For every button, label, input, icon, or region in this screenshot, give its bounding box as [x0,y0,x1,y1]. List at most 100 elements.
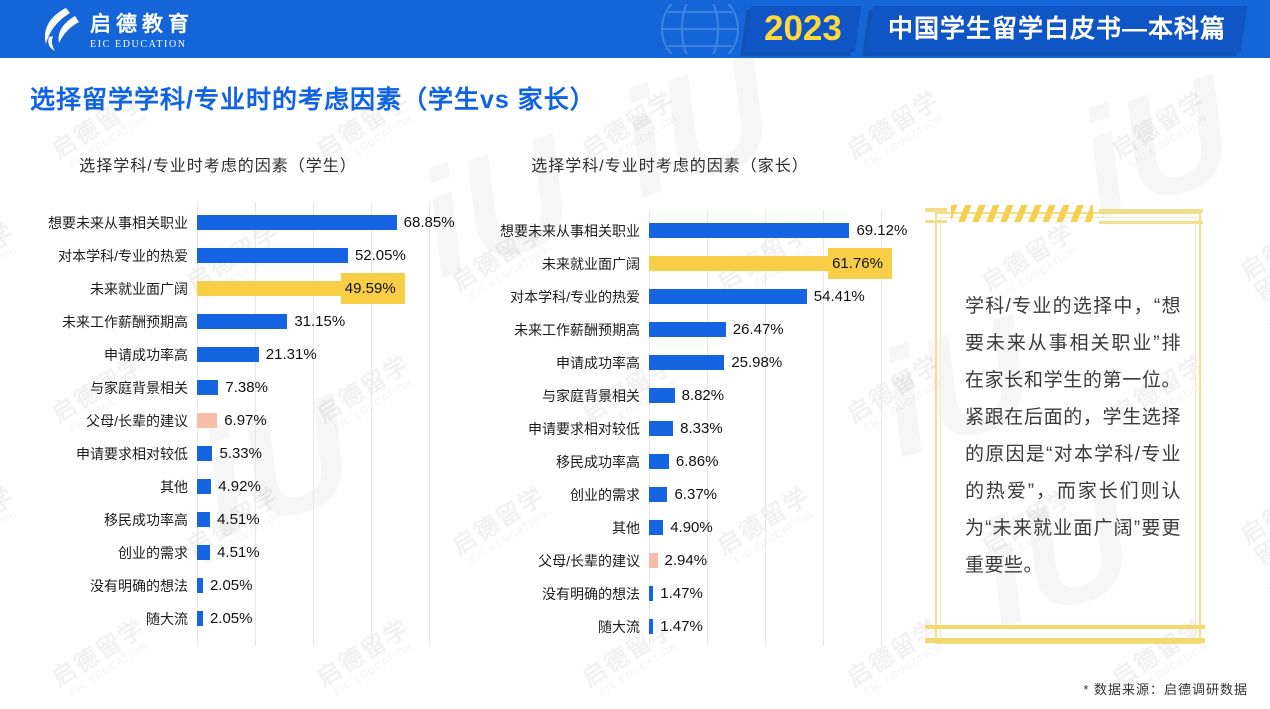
value-label: 54.41% [813,288,865,305]
report-title-badge: 中国学生留学白皮书—本科篇 [866,6,1248,52]
chart-rows: 想要未来从事相关职业 69.12% 未来就业面广阔 61.76% 对本学科/专业的热爱 5… [470,214,920,643]
chart-row: 未来工作薪酬预期高 26.47% [470,313,920,346]
chart-gridlines [649,210,882,646]
chart-students: 选择学科/专业时考虑的因素（学生） 想要未来从事相关职业 68.85% 对本学科/专… [18,152,468,646]
chart-title-parents: 选择学科/专业时考虑的因素（家长） [531,158,809,175]
bar [197,413,218,428]
bar [197,314,288,329]
category-label: 随大流 [598,618,640,635]
value-label: 4.51% [217,544,260,561]
bar [649,553,658,568]
panel-left-lines-decoration [925,208,947,223]
bar [197,479,212,494]
category-label: 其他 [612,519,640,536]
value-label: 4.92% [218,478,261,495]
bar [197,281,341,296]
value-label: 8.82% [681,387,725,404]
bar [197,611,203,626]
eic-logo-icon [44,8,79,51]
chart-title-students: 选择学科/专业时考虑的因素（学生） [79,158,357,175]
chart-row: 移民成功率高 4.51% [18,503,468,536]
chart-row: 创业的需求 4.51% [18,536,468,569]
value-label: 4.51% [217,511,260,528]
category-label: 没有明确的想法 [90,577,188,594]
value-label: 6.97% [224,412,267,429]
eic-logo: 启德教育 EIC EDUCATION [38,7,194,51]
category-label: 申请成功率高 [104,346,188,363]
value-label: 6.37% [674,486,718,503]
bar [649,355,725,370]
bar [197,578,203,593]
category-label: 申请要求相对较低 [76,445,188,462]
bar [197,446,213,461]
insight-text: 学科/专业的选择中，“想要未来从事相关职业”排在家长和学生的第一位。紧跟在后面的… [965,296,1181,576]
chart-row: 父母/长辈的建议 2.94% [470,544,920,577]
chart-row: 申请要求相对较低 8.33% [470,412,920,445]
category-label: 创业的需求 [118,544,188,561]
value-label: 21.31% [265,346,317,363]
bar [197,248,348,263]
bar [649,388,675,403]
chart-row: 移民成功率高 6.86% [470,445,920,478]
bar [649,520,664,535]
chart-row: 没有明确的想法 2.05% [18,569,468,602]
category-label: 申请成功率高 [556,354,640,371]
value-label: 52.05% [354,247,406,264]
chart-rows: 想要未来从事相关职业 68.85% 对本学科/专业的热爱 52.05% 未来就业面广阔 4… [18,206,468,635]
bar [197,347,259,362]
panel-top-lines-decoration [1099,209,1203,224]
bar [649,322,726,337]
chart-row: 与家庭背景相关 8.82% [470,379,920,412]
category-label: 对本学科/专业的热爱 [510,288,640,305]
category-label: 移民成功率高 [556,453,640,470]
category-label: 创业的需求 [570,486,640,503]
category-label: 其他 [160,478,188,495]
bar [649,586,654,601]
chart-row: 申请成功率高 21.31% [18,338,468,371]
value-label: 26.47% [732,321,784,338]
chart-row: 想要未来从事相关职业 68.85% [18,206,468,239]
bar [197,215,397,230]
value-label: 6.86% [675,453,719,470]
value-label: 2.05% [209,577,253,594]
chart-row: 想要未来从事相关职业 69.12% [470,214,920,247]
category-label: 未来工作薪酬预期高 [62,313,188,330]
category-label: 随大流 [146,610,188,627]
value-label: 69.12% [856,222,908,239]
chart-row: 父母/长辈的建议 6.97% [18,404,468,437]
category-label: 与家庭背景相关 [542,387,640,404]
panel-hatch-decoration [951,205,1093,222]
chart-row: 其他 4.92% [18,470,468,503]
value-label: 5.33% [219,445,262,462]
bar [649,487,668,502]
category-label: 想要未来从事相关职业 [500,222,640,239]
bar [649,421,674,436]
value-label: 8.33% [680,420,723,437]
panel-bottom-lines-decoration [925,625,1205,643]
category-label: 没有明确的想法 [542,585,640,602]
value-label: 49.59% [340,273,405,304]
bar [197,512,211,527]
bar [649,619,654,634]
bar [197,380,219,395]
chart-row: 其他 4.90% [470,511,920,544]
page-title: 选择留学学科/专业时的考虑因素（学生vs 家长） [30,86,596,114]
value-label: 1.47% [660,618,703,635]
logo-en: EIC EDUCATION [90,39,187,50]
category-label: 未来工作薪酬预期高 [514,321,640,338]
chart-row: 申请要求相对较低 5.33% [18,437,468,470]
value-label: 2.94% [664,552,708,569]
chart-row: 申请成功率高 25.98% [470,346,920,379]
category-label: 想要未来从事相关职业 [48,214,188,231]
data-source-note: * 数据来源：启德调研数据 [1083,682,1248,697]
category-label: 父母/长辈的建议 [86,412,188,429]
header-bar: 启德教育 EIC EDUCATION 2023 中国学生留学白皮书—本科篇 [0,0,1270,58]
chart-parents: 选择学科/专业时考虑的因素（家长） 想要未来从事相关职业 69.12% 未来就业面广… [470,152,920,646]
chart-row: 未来就业面广阔 49.59% [18,272,468,305]
bar [649,256,829,271]
category-label: 父母/长辈的建议 [538,552,640,569]
value-label: 61.76% [828,248,892,279]
chart-row: 没有明确的想法 1.47% [470,577,920,610]
